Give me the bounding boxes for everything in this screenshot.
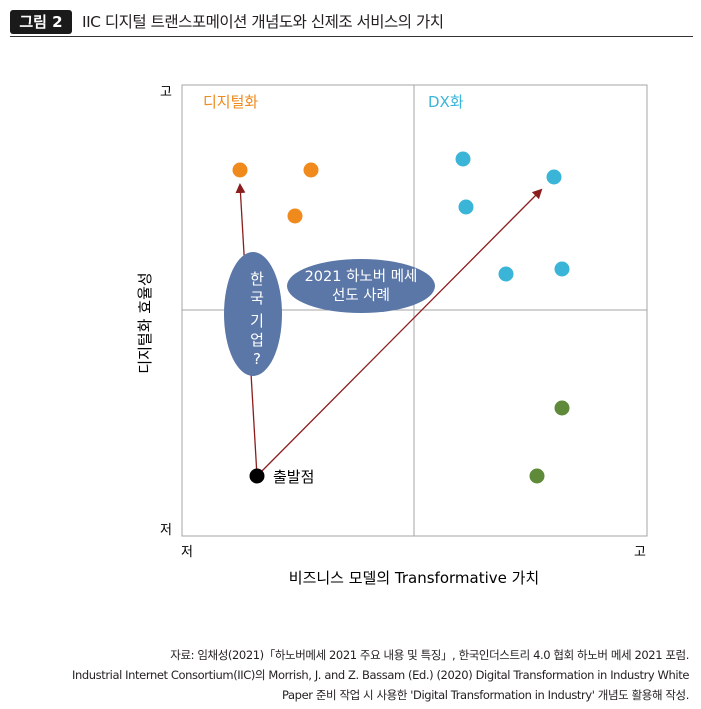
orange-dot xyxy=(303,162,319,178)
korea-companies-char: 업 xyxy=(250,331,264,349)
source-line: 자료: 임채성(2021)「하노버메세 2021 주요 내용 및 특징」, 한국… xyxy=(170,648,689,662)
dx-concept-diagram: 고 저 저 고 디지털화 효율성 비즈니스 모델의 Transformative… xyxy=(136,84,648,587)
hannover-messe-label-line2: 선도 사례 xyxy=(332,287,390,304)
figure-title: IIC 디지털 트랜스포메이션 개념도와 신제조 서비스의 가치 xyxy=(82,13,444,31)
figure-number-badge: 그림 2 xyxy=(10,10,72,34)
green-dot xyxy=(529,468,545,484)
korea-companies-ellipse xyxy=(224,252,282,376)
cyan-dot xyxy=(458,199,474,215)
hannover-messe-ellipse xyxy=(287,259,435,313)
start-point-dot xyxy=(249,468,265,484)
figure-header: 그림 2 IIC 디지털 트랜스포메이션 개념도와 신제조 서비스의 가치 xyxy=(10,8,693,37)
cyan-dot xyxy=(455,151,471,167)
y-axis-high-label: 고 xyxy=(160,85,172,100)
source-note: 자료: 임채성(2021)「하노버메세 2021 주요 내용 및 특징」, 한국… xyxy=(72,645,689,705)
korea-companies-char: ? xyxy=(253,350,261,368)
green-dot xyxy=(554,400,570,416)
cyan-dot xyxy=(554,261,570,277)
orange-dot xyxy=(232,162,248,178)
korea-companies-char: 국 xyxy=(250,289,264,307)
y-axis-title: 디지털화 효율성 xyxy=(136,272,154,373)
arrow-to-dx xyxy=(256,188,543,477)
start-point-label: 출발점 xyxy=(273,468,314,486)
x-axis-title: 비즈니스 모델의 Transformative 가치 xyxy=(289,569,539,587)
cyan-dot xyxy=(498,266,514,282)
source-line: Industrial Internet Consortium(IIC)의 Mor… xyxy=(71,668,689,682)
x-axis-high-label: 고 xyxy=(634,545,646,560)
korea-companies-char: 한 xyxy=(250,270,264,288)
orange-dot xyxy=(287,208,303,224)
quadrant-label-dx: DX화 xyxy=(428,93,464,111)
source-line: Paper 준비 작업 시 사용한 'Digital Transformatio… xyxy=(282,688,689,702)
x-axis-low-label: 저 xyxy=(181,545,193,560)
hannover-messe-label-line1: 2021 하노버 메세 xyxy=(305,268,418,285)
header-rule xyxy=(10,36,693,37)
korea-companies-char: 기 xyxy=(250,312,264,330)
y-axis-low-label: 저 xyxy=(160,523,172,538)
quadrant-label-digitalization: 디지털화 xyxy=(203,93,258,111)
cyan-dot xyxy=(546,169,562,185)
